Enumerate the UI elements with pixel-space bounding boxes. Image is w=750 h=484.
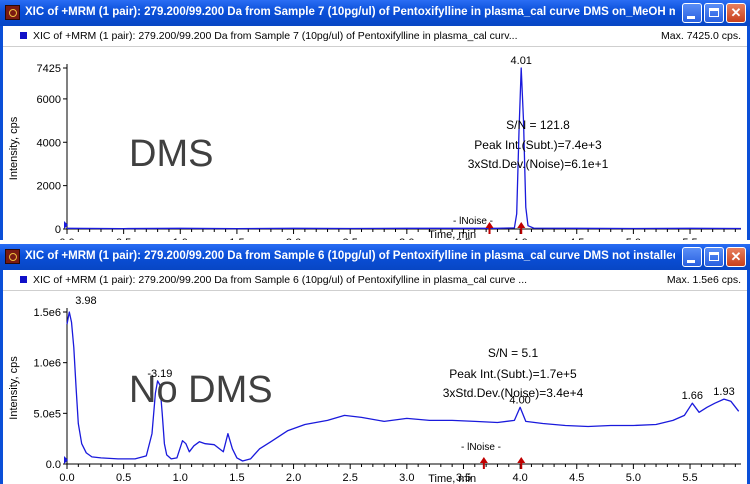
noise-marker-arrow [485, 222, 494, 234]
xic-trace [66, 311, 740, 462]
x-tick-label: 5.0 [626, 237, 641, 240]
y-axis-label: Intensity, cps [8, 116, 20, 180]
x-axis-label: Time, min [428, 229, 476, 240]
x-tick-label: 5.0 [626, 472, 641, 484]
y-tick-label: 4000 [37, 137, 61, 149]
maximize-button[interactable] [704, 3, 724, 23]
peak-label: 1.93 [713, 386, 734, 398]
y-tick-label: 2000 [37, 181, 61, 193]
minimize-button[interactable] [682, 247, 702, 267]
x-tick-label: 0.0 [59, 472, 74, 484]
noise-marker-arrow [517, 457, 526, 469]
top-chart-pane: XIC of +MRM (1 pair): 279.200/99.200 Da … [0, 26, 750, 240]
x-tick-label: 4.5 [569, 237, 584, 240]
bottom-chart-window: XIC of +MRM (1 pair): 279.200/99.200 Da … [0, 244, 750, 484]
peak-int-text: Peak Int.(Subt.)=1.7e+5 [449, 367, 577, 381]
app-icon [5, 249, 20, 264]
y-tick-label: 1.5e6 [33, 307, 61, 319]
x-tick-label: 4.0 [512, 472, 527, 484]
bottom-window-title: XIC of +MRM (1 pair): 279.200/99.200 Da … [25, 250, 675, 262]
top-pane-header-text: XIC of +MRM (1 pair): 279.200/99.200 Da … [33, 30, 518, 42]
x-tick-label: 5.5 [682, 237, 697, 240]
y-tick-label: 7425 [37, 63, 61, 75]
noise-label: - lNoise - [461, 442, 501, 453]
x-tick-label: 2.0 [286, 237, 301, 240]
bottom-pane-header-text: XIC of +MRM (1 pair): 279.200/99.200 Da … [33, 274, 528, 286]
noise-marker-arrow [479, 457, 488, 469]
xic-trace [66, 67, 742, 230]
peak-label: 3.98 [75, 295, 96, 307]
close-button[interactable]: ✕ [726, 247, 746, 267]
y-tick-label: 5.0e5 [33, 408, 61, 420]
x-tick-label: 2.5 [343, 237, 358, 240]
x-tick-label: 1.0 [173, 472, 188, 484]
top-pane-header: XIC of +MRM (1 pair): 279.200/99.200 Da … [3, 26, 747, 47]
overlay-label: DMS [129, 133, 213, 175]
top-xic-chart[interactable]: 0 2000 4000 6000 7425 0.0 0.5 1.0 1.5 2.0 2.5 3.0 3.… [3, 46, 747, 240]
noise-text: 3xStd.Dev.(Noise)=6.1e+1 [468, 157, 609, 171]
y-tick-label: 0 [55, 224, 61, 236]
x-tick-label: 3.0 [399, 237, 414, 240]
top-window-title: XIC of +MRM (1 pair): 279.200/99.200 Da … [25, 6, 675, 18]
x-tick-label: 1.0 [173, 237, 188, 240]
series-color-swatch [20, 32, 27, 39]
y-tick-label: 6000 [37, 94, 61, 106]
series-color-swatch [20, 276, 27, 283]
x-tick-label: 1.5 [229, 237, 244, 240]
noise-marker-arrow [517, 222, 526, 234]
x-tick-label: 3.5 [456, 472, 471, 484]
minimize-button[interactable] [682, 3, 702, 23]
maximize-icon [709, 8, 719, 17]
baseline-marker [64, 221, 68, 229]
x-tick-label: 3.0 [399, 472, 414, 484]
noise-label: - lNoise - [453, 216, 493, 227]
bottom-window-titlebar[interactable]: XIC of +MRM (1 pair): 279.200/99.200 Da … [0, 244, 750, 270]
x-tick-label: 0.5 [116, 472, 131, 484]
x-tick-label: 4.5 [569, 472, 584, 484]
close-icon: ✕ [730, 5, 742, 20]
minimize-icon [687, 16, 695, 19]
bottom-pane-header: XIC of +MRM (1 pair): 279.200/99.200 Da … [3, 270, 747, 291]
baseline-marker [64, 456, 68, 464]
peak-int-text: Peak Int.(Subt.)=7.4e+3 [474, 138, 602, 152]
sn-text: S/N = 121.8 [506, 118, 570, 132]
y-tick-label: 0.0 [46, 459, 61, 471]
peak-label: 4.01 [511, 55, 532, 67]
top-max-label: Max. 7425.0 cps. [661, 30, 741, 42]
noise-text: 3xStd.Dev.(Noise)=3.4e+4 [443, 386, 584, 400]
bottom-chart-pane: XIC of +MRM (1 pair): 279.200/99.200 Da … [0, 270, 750, 484]
app-icon [5, 5, 20, 20]
peak-label: 4.00 [509, 394, 530, 406]
close-icon: ✕ [730, 249, 742, 264]
top-window-titlebar[interactable]: XIC of +MRM (1 pair): 279.200/99.200 Da … [0, 0, 750, 26]
x-tick-label: 5.5 [682, 472, 697, 484]
minimize-icon [687, 260, 695, 263]
top-chart-window: XIC of +MRM (1 pair): 279.200/99.200 Da … [0, 0, 750, 240]
x-tick-label: 3.5 [456, 237, 471, 240]
x-tick-label: 1.5 [229, 472, 244, 484]
close-button[interactable]: ✕ [726, 3, 746, 23]
x-tick-label: 2.0 [286, 472, 301, 484]
maximize-icon [709, 252, 719, 261]
maximize-button[interactable] [704, 247, 724, 267]
bottom-max-label: Max. 1.5e6 cps. [666, 274, 741, 286]
bottom-xic-chart[interactable]: 0.0 5.0e5 1.0e6 1.5e6 0.0 0.5 1.0 1.5 2.0 2.5 3.0 3… [3, 290, 747, 484]
x-tick-label: 2.5 [343, 472, 358, 484]
y-tick-label: 1.0e6 [33, 358, 61, 370]
x-axis-label: Time, min [428, 473, 476, 484]
x-tick-label: 0.5 [116, 237, 131, 240]
y-axis-label: Intensity, cps [8, 356, 20, 420]
peak-label: 1.66 [682, 390, 703, 402]
peak-label: -3.19 [147, 368, 172, 380]
sn-text: S/N = 5.1 [488, 346, 539, 360]
overlay-label: No DMS [129, 369, 273, 411]
x-tick-label: 4.0 [512, 237, 527, 240]
x-tick-label: 0.0 [59, 237, 74, 240]
